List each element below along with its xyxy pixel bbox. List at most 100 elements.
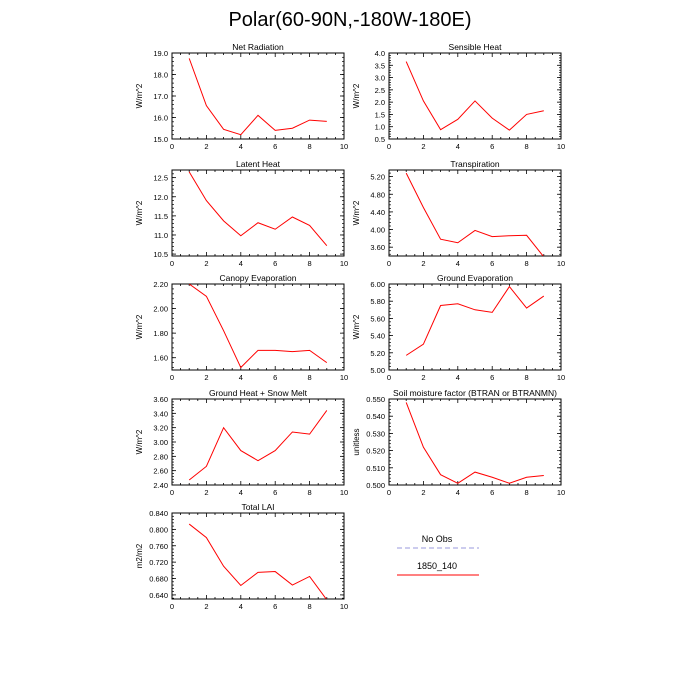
plot-frame <box>388 283 562 371</box>
y-tick-label: 2.0 <box>375 98 385 107</box>
y-tick-label: 0.5 <box>375 135 385 144</box>
x-tick-label: 2 <box>421 259 425 268</box>
y-tick-label: 2.80 <box>153 452 168 461</box>
chart-panel-6: Ground Evaporation 0 2 4 6 8 10 5.00 5.20 5.40 5.6… <box>352 273 565 382</box>
x-tick-label: 8 <box>308 373 312 382</box>
y-tick-label: 0.520 <box>366 447 385 456</box>
y-tick-label: 0.550 <box>366 395 385 404</box>
y-tick-label: 6.00 <box>370 280 385 289</box>
chart-title: Soil moisture factor (BTRAN or BTRANMN) <box>393 388 557 398</box>
series-line-1850_140 <box>405 61 544 131</box>
plot-frame <box>171 283 345 371</box>
x-tick-label: 8 <box>525 488 529 497</box>
x-tick-label: 8 <box>525 373 529 382</box>
x-tick-label: 10 <box>340 373 348 382</box>
x-tick-label: 0 <box>170 602 174 611</box>
series-line-1850_140 <box>188 410 328 481</box>
x-tick-label: 4 <box>239 373 243 382</box>
y-tick-label: 5.60 <box>370 314 385 323</box>
y-tick-label: 2.5 <box>375 86 385 95</box>
y-tick-label: 0.840 <box>149 509 168 518</box>
y-axis-label: unitless <box>352 428 361 455</box>
y-tick-label: 1.80 <box>153 329 168 338</box>
y-tick-label: 1.5 <box>375 110 385 119</box>
x-tick-label: 10 <box>557 373 565 382</box>
series-line-1850_140 <box>405 402 544 484</box>
y-tick-label: 15.0 <box>153 135 168 144</box>
y-tick-label: 0.720 <box>149 558 168 567</box>
series-line-1850_140 <box>405 285 545 356</box>
y-tick-label: 0.680 <box>149 575 168 584</box>
x-tick-label: 6 <box>273 142 277 151</box>
page-title: Polar(60-90N,-180W-180E) <box>228 9 472 31</box>
chart-title: Transpiration <box>450 159 500 169</box>
y-tick-label: 0.500 <box>366 481 385 490</box>
chart-title: Sensible Heat <box>449 42 503 52</box>
chart-panel-5: Canopy Evaporation 0 2 4 6 8 10 1.60 1.80 2.00 2.2… <box>135 273 348 382</box>
y-tick-label: 2.40 <box>153 481 168 490</box>
x-tick-label: 10 <box>557 259 565 268</box>
y-tick-label: 5.20 <box>370 349 385 358</box>
x-tick-label: 0 <box>387 373 391 382</box>
x-tick-label: 2 <box>204 142 208 151</box>
x-tick-label: 2 <box>421 488 425 497</box>
chart-title: Net Radiation <box>232 42 284 52</box>
plot-frame <box>388 169 562 257</box>
chart-title: Total LAI <box>241 502 274 512</box>
y-tick-label: 19.0 <box>153 49 168 58</box>
x-tick-label: 10 <box>340 602 348 611</box>
x-tick-label: 6 <box>490 142 494 151</box>
y-tick-label: 3.60 <box>370 243 385 252</box>
x-tick-label: 0 <box>170 488 174 497</box>
x-tick-label: 4 <box>239 142 243 151</box>
x-tick-label: 2 <box>421 142 425 151</box>
series-line-1850_140 <box>405 172 544 256</box>
legend-label: No Obs <box>422 534 453 544</box>
chart-panel-1: Net Radiation 0 2 4 6 8 10 15.0 16.0 17.0 18.0 19.0… <box>135 42 348 151</box>
y-tick-label: 5.80 <box>370 297 385 306</box>
y-tick-label: 5.40 <box>370 332 385 341</box>
y-axis-label: W/m^2 <box>135 200 144 225</box>
y-axis-label: m2/m2 <box>135 543 144 568</box>
x-tick-label: 6 <box>273 259 277 268</box>
x-tick-label: 2 <box>204 373 208 382</box>
legend: No Obs 1850_140 <box>397 534 479 576</box>
y-axis-label: W/m^2 <box>135 83 144 108</box>
x-tick-label: 10 <box>340 488 348 497</box>
y-axis-label: W/m^2 <box>135 314 144 339</box>
x-tick-label: 6 <box>273 488 277 497</box>
x-tick-label: 10 <box>557 488 565 497</box>
y-tick-label: 0.510 <box>366 464 385 473</box>
x-tick-label: 8 <box>308 142 312 151</box>
y-tick-label: 12.5 <box>153 174 168 183</box>
series-line-1850_140 <box>188 58 327 136</box>
x-tick-label: 2 <box>204 602 208 611</box>
y-tick-label: 17.0 <box>153 92 168 101</box>
y-tick-label: 4.80 <box>370 190 385 199</box>
legend-label: 1850_140 <box>417 561 457 571</box>
x-tick-label: 4 <box>456 259 460 268</box>
y-tick-label: 11.5 <box>154 212 168 221</box>
y-tick-label: 5.20 <box>370 173 385 182</box>
y-tick-label: 4.40 <box>370 208 385 217</box>
y-axis-label: W/m^2 <box>352 314 361 339</box>
chart-panel-2: Sensible Heat 0 2 4 6 8 10 0.5 1.0 1.5 2.0 2.5 3.0 3.… <box>352 42 565 151</box>
chart-title: Canopy Evaporation <box>219 273 296 283</box>
x-tick-label: 6 <box>490 488 494 497</box>
chart-panel-4: Transpiration 0 2 4 6 8 10 3.60 4.00 4.40 4.80 5.20… <box>352 159 565 268</box>
chart-title: Ground Heat + Snow Melt <box>209 388 308 398</box>
x-tick-label: 0 <box>387 488 391 497</box>
y-tick-label: 2.00 <box>153 305 168 314</box>
y-tick-label: 1.60 <box>153 354 168 363</box>
chart-title: Ground Evaporation <box>437 273 513 283</box>
y-tick-label: 18.0 <box>153 71 168 80</box>
x-tick-label: 4 <box>239 488 243 497</box>
plot-frame <box>388 52 562 140</box>
series-line-1850_140 <box>188 523 327 599</box>
y-tick-label: 3.60 <box>153 395 168 404</box>
series-line-1850_140 <box>188 171 328 247</box>
plot-frame <box>171 512 345 600</box>
x-tick-label: 0 <box>387 259 391 268</box>
plot-frame <box>171 52 345 140</box>
x-tick-label: 0 <box>170 142 174 151</box>
